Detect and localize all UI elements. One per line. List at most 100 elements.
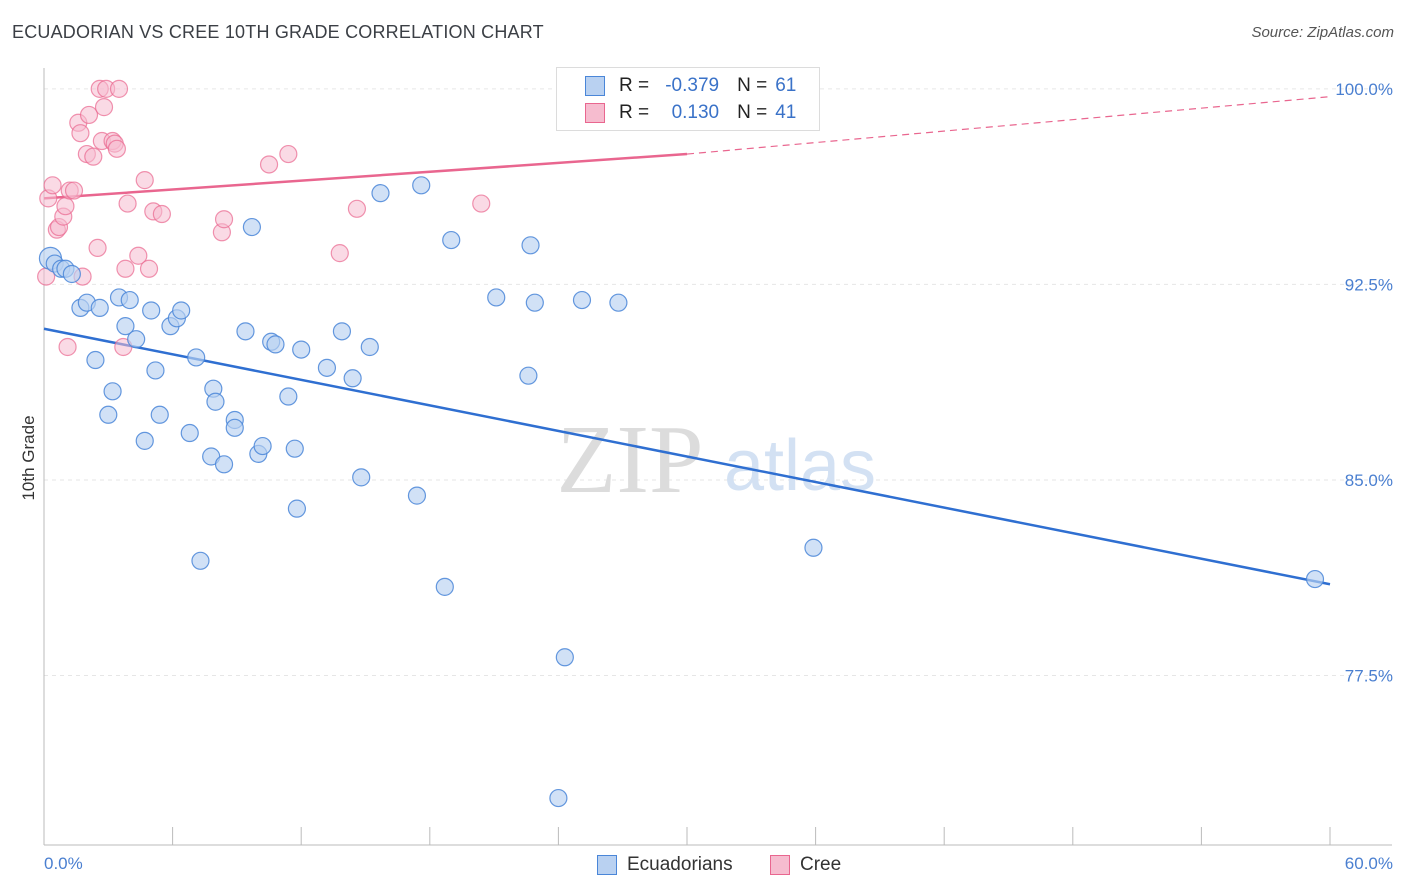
- cree-point: [135, 171, 154, 190]
- ecuadorian-points: [38, 176, 1325, 808]
- ecuadorian-point: [332, 322, 352, 341]
- ecuadorian-point: [442, 230, 461, 250]
- ecuadorian-point: [521, 236, 540, 255]
- ecuadorian-point: [127, 330, 146, 349]
- cree-point: [116, 259, 135, 278]
- ecuadorian-point: [146, 361, 165, 380]
- ecuadorian-point: [525, 293, 544, 312]
- y-tick-label: 85.0%: [1345, 471, 1393, 490]
- cree-point: [58, 337, 77, 357]
- ecuadorians-legend-label: Ecuadorians: [627, 854, 733, 875]
- ecuadorian-point: [519, 366, 538, 385]
- ecuadorian-point: [180, 423, 199, 443]
- r-value: -0.379: [665, 75, 720, 96]
- ecuadorian-point: [572, 290, 592, 310]
- cree-point: [347, 199, 367, 218]
- ecuadorian-point: [285, 439, 304, 458]
- ecuadorian-point: [253, 436, 272, 456]
- cree-point: [84, 147, 103, 166]
- cree-point: [64, 181, 84, 200]
- cree-point: [472, 194, 491, 213]
- cree-point: [109, 79, 129, 98]
- watermark-atlas: atlas: [724, 426, 876, 506]
- cree-point: [259, 155, 279, 174]
- n-label: N =: [737, 102, 768, 123]
- n-value: 61: [775, 75, 797, 96]
- ecuadorian-point: [62, 264, 81, 284]
- cree-point: [330, 244, 349, 263]
- y-tick-label: 77.5%: [1345, 667, 1393, 686]
- gridlines: [44, 88, 1392, 677]
- cree-point: [139, 259, 159, 278]
- watermark-zip: ZIP: [557, 406, 704, 514]
- ecuadorian-point: [435, 577, 454, 596]
- ecuadorian-point: [206, 392, 225, 411]
- ecuadorian-point: [86, 350, 105, 370]
- ecuadorian-point: [279, 387, 298, 406]
- ecuadorian-point: [236, 322, 255, 341]
- y-axis-label: 10th Grade: [19, 415, 38, 500]
- cree-point: [279, 144, 298, 164]
- ecuadorians-swatch: [585, 76, 605, 96]
- ecuadorian-point: [142, 301, 161, 320]
- ecuadorian-point: [360, 337, 379, 357]
- tick-labels: 77.5% 85.0% 92.5% 100.0% 0.0% 60.0%: [44, 80, 1393, 873]
- ecuadorian-point: [187, 348, 206, 367]
- ecuadorian-point: [352, 468, 371, 487]
- ecuadorian-point: [371, 184, 390, 203]
- ecuadorian-point: [99, 405, 118, 424]
- legend-row-cree: R = 0.130 N = 41: [557, 100, 796, 126]
- legend-item-cree: Cree: [770, 851, 841, 879]
- cree-legend-label: Cree: [800, 854, 842, 875]
- ecuadorian-point: [172, 301, 191, 320]
- ecuadorian-point: [317, 358, 337, 377]
- cree-point: [56, 197, 75, 216]
- watermark: ZIP atlas: [557, 406, 877, 514]
- ecuadorian-point: [120, 290, 139, 310]
- cree-point: [94, 98, 114, 117]
- ecuadorian-point: [412, 176, 431, 195]
- cree-legend-swatch: [770, 855, 790, 875]
- ecuadorian-point: [116, 317, 135, 336]
- ecuadorian-point: [292, 340, 311, 359]
- ecuadorian-point: [549, 788, 568, 808]
- y-tick-label: 92.5%: [1345, 275, 1393, 294]
- legend-item-ecuadorians: Ecuadorians: [597, 851, 733, 879]
- x-tick-label: 0.0%: [44, 854, 83, 873]
- ecuadorian-point: [407, 486, 427, 505]
- ecuadorian-point: [242, 217, 262, 237]
- cree-point: [107, 139, 126, 158]
- ecuadorian-point: [191, 551, 210, 570]
- r-label: R =: [619, 102, 650, 123]
- ecuadorian-point: [487, 288, 506, 307]
- cree-point: [88, 238, 107, 258]
- cree-trend-line: [43, 152, 688, 200]
- chart-title: ECUADORIAN VS CREE 10TH GRADE CORRELATIO…: [12, 22, 544, 42]
- trend-lines: [43, 96, 1331, 586]
- ecuadorian-point: [287, 499, 307, 518]
- ecuadorian-point: [103, 382, 122, 401]
- cree-point: [118, 194, 137, 213]
- r-label: R =: [619, 75, 650, 96]
- n-label: N =: [737, 75, 768, 96]
- n-value: 41: [775, 102, 797, 123]
- ecuadorian-point: [804, 538, 823, 557]
- ecuadorian-point: [225, 418, 244, 437]
- ecuadorian-point: [343, 369, 362, 388]
- ecuadorian-point: [214, 455, 234, 474]
- y-tick-label: 100.0%: [1335, 80, 1393, 99]
- correlation-legend: R = -0.379 N = 61 R = 0.130 N = 41: [556, 67, 820, 131]
- cree-point: [71, 124, 90, 143]
- ecuadorian-point: [135, 431, 154, 450]
- axes: [43, 68, 1392, 846]
- ecuadorian-trend-line: [43, 327, 1331, 586]
- ecuadorian-point: [150, 405, 169, 424]
- r-value: 0.130: [671, 102, 720, 123]
- cree-point: [43, 176, 62, 195]
- cree-point: [214, 210, 234, 229]
- ecuadorian-point: [266, 335, 285, 354]
- source-credit: Source: ZipAtlas.com: [1251, 24, 1394, 41]
- x-tick-label: 60.0%: [1345, 854, 1393, 873]
- cree-point: [152, 204, 171, 224]
